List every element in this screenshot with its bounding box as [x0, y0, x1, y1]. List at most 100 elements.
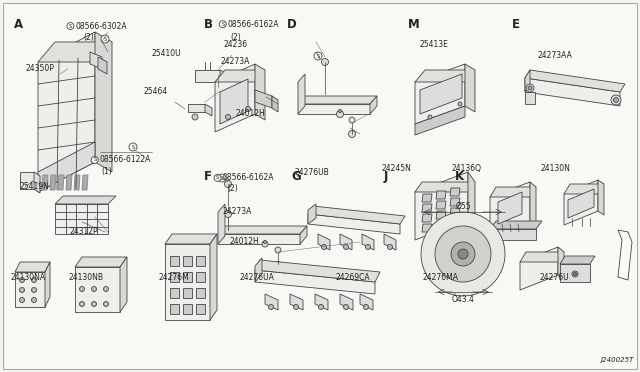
- Polygon shape: [58, 175, 64, 190]
- Circle shape: [192, 114, 198, 120]
- Polygon shape: [422, 224, 432, 232]
- Polygon shape: [15, 262, 50, 272]
- Polygon shape: [165, 234, 217, 244]
- Polygon shape: [450, 218, 460, 226]
- Polygon shape: [75, 267, 120, 312]
- Polygon shape: [450, 188, 460, 196]
- Polygon shape: [38, 42, 112, 62]
- Polygon shape: [170, 304, 179, 314]
- Text: B: B: [204, 18, 212, 31]
- Polygon shape: [220, 79, 248, 124]
- Polygon shape: [183, 304, 192, 314]
- Circle shape: [67, 23, 74, 29]
- Polygon shape: [255, 260, 380, 282]
- Polygon shape: [183, 288, 192, 298]
- Text: 24245N: 24245N: [381, 164, 412, 173]
- Text: S: S: [69, 23, 72, 29]
- Polygon shape: [560, 264, 590, 282]
- Circle shape: [269, 305, 273, 310]
- Polygon shape: [196, 272, 205, 282]
- Circle shape: [458, 102, 462, 106]
- Circle shape: [104, 286, 109, 292]
- Polygon shape: [74, 175, 80, 190]
- Text: 25410U: 25410U: [152, 49, 181, 58]
- Circle shape: [92, 301, 97, 307]
- Circle shape: [31, 288, 36, 292]
- Circle shape: [319, 305, 323, 310]
- Text: (2): (2): [83, 33, 94, 42]
- Text: 24350P: 24350P: [26, 64, 54, 73]
- Polygon shape: [564, 184, 604, 194]
- Circle shape: [428, 115, 432, 119]
- Circle shape: [339, 109, 342, 112]
- Polygon shape: [82, 175, 88, 190]
- Polygon shape: [196, 256, 205, 266]
- Text: S: S: [220, 176, 223, 180]
- Circle shape: [275, 247, 281, 253]
- Text: 24130N: 24130N: [541, 164, 571, 173]
- Circle shape: [321, 244, 326, 250]
- Text: S: S: [216, 175, 219, 180]
- Circle shape: [220, 21, 226, 28]
- Polygon shape: [422, 204, 432, 212]
- Polygon shape: [560, 256, 595, 264]
- Text: S: S: [131, 144, 134, 150]
- Polygon shape: [490, 229, 536, 240]
- Circle shape: [31, 298, 36, 302]
- Polygon shape: [218, 234, 300, 244]
- Polygon shape: [196, 304, 205, 314]
- Text: J240025T: J240025T: [600, 357, 634, 363]
- Text: A: A: [14, 18, 23, 31]
- Text: F: F: [204, 170, 212, 183]
- Polygon shape: [265, 294, 278, 310]
- Text: G: G: [291, 170, 301, 183]
- Polygon shape: [340, 234, 352, 250]
- Circle shape: [451, 242, 475, 266]
- Text: 24012H: 24012H: [236, 109, 265, 118]
- Circle shape: [218, 174, 226, 182]
- Circle shape: [225, 228, 232, 235]
- Text: 25413E: 25413E: [419, 40, 448, 49]
- Text: (1): (1): [101, 167, 112, 176]
- Circle shape: [365, 244, 371, 250]
- Text: Ø55: Ø55: [455, 202, 471, 211]
- Polygon shape: [436, 221, 446, 229]
- Circle shape: [611, 95, 621, 105]
- Polygon shape: [255, 258, 262, 282]
- Polygon shape: [183, 256, 192, 266]
- Circle shape: [573, 273, 577, 276]
- Polygon shape: [525, 92, 535, 104]
- Polygon shape: [525, 78, 620, 106]
- Circle shape: [526, 84, 534, 92]
- Circle shape: [528, 86, 532, 90]
- Polygon shape: [525, 70, 530, 92]
- Polygon shape: [165, 244, 210, 320]
- Circle shape: [225, 115, 230, 119]
- Circle shape: [387, 244, 392, 250]
- Polygon shape: [468, 172, 475, 230]
- Text: D: D: [287, 18, 296, 31]
- Text: S: S: [93, 157, 96, 163]
- Circle shape: [349, 131, 355, 138]
- Polygon shape: [255, 90, 272, 108]
- Text: 24012H: 24012H: [229, 237, 259, 246]
- Circle shape: [264, 241, 266, 244]
- Polygon shape: [415, 64, 465, 124]
- Polygon shape: [370, 96, 377, 114]
- Polygon shape: [50, 175, 56, 190]
- Text: 24273AA: 24273AA: [538, 51, 572, 60]
- Polygon shape: [170, 256, 179, 266]
- Circle shape: [225, 180, 232, 187]
- Circle shape: [92, 157, 98, 163]
- Polygon shape: [55, 196, 116, 204]
- Polygon shape: [422, 214, 432, 222]
- Polygon shape: [436, 191, 446, 199]
- Polygon shape: [66, 175, 72, 190]
- Polygon shape: [55, 204, 108, 234]
- Polygon shape: [360, 294, 373, 310]
- Polygon shape: [195, 70, 220, 82]
- Polygon shape: [558, 247, 564, 280]
- Polygon shape: [450, 208, 460, 216]
- Circle shape: [614, 97, 618, 103]
- Polygon shape: [436, 211, 446, 219]
